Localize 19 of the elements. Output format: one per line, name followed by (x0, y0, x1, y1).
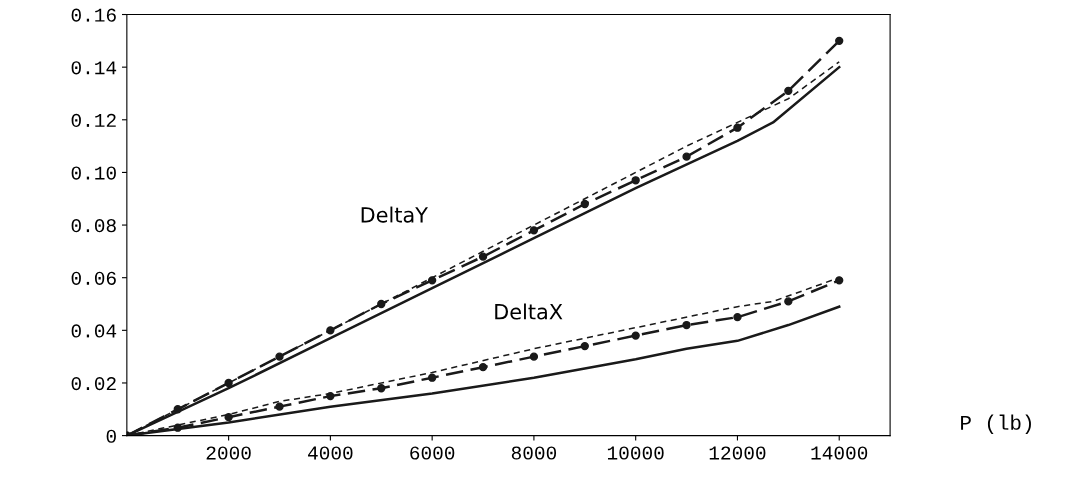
x-tick-label: 4000 (308, 446, 353, 460)
x-tick-label: 6000 (410, 446, 455, 460)
x-tick-label: 8000 (511, 446, 557, 460)
y-tick-label: 0.12 (71, 113, 116, 128)
y-tick-label: 0.06 (71, 271, 116, 285)
y-tick-label: 0.02 (71, 377, 116, 391)
annotation: DeltaY (361, 206, 428, 223)
x-tick-label: 2000 (206, 446, 251, 460)
x-tick-label: 14000 (811, 446, 868, 460)
y-tick-label: 0.04 (71, 324, 117, 338)
y-tick-label: 0.08 (71, 219, 116, 233)
y-tick-label: 0 (106, 429, 116, 443)
x-tick-label: 10000 (607, 446, 664, 460)
y-tick-label: 0.16 (71, 8, 116, 22)
x-axis-title: P (lb) (961, 414, 1031, 434)
y-tick-label: 0.10 (71, 166, 116, 180)
y-tick-label: 0.14 (71, 61, 117, 75)
x-tick-label: 12000 (709, 446, 766, 460)
annotation: DeltaX (495, 303, 563, 320)
